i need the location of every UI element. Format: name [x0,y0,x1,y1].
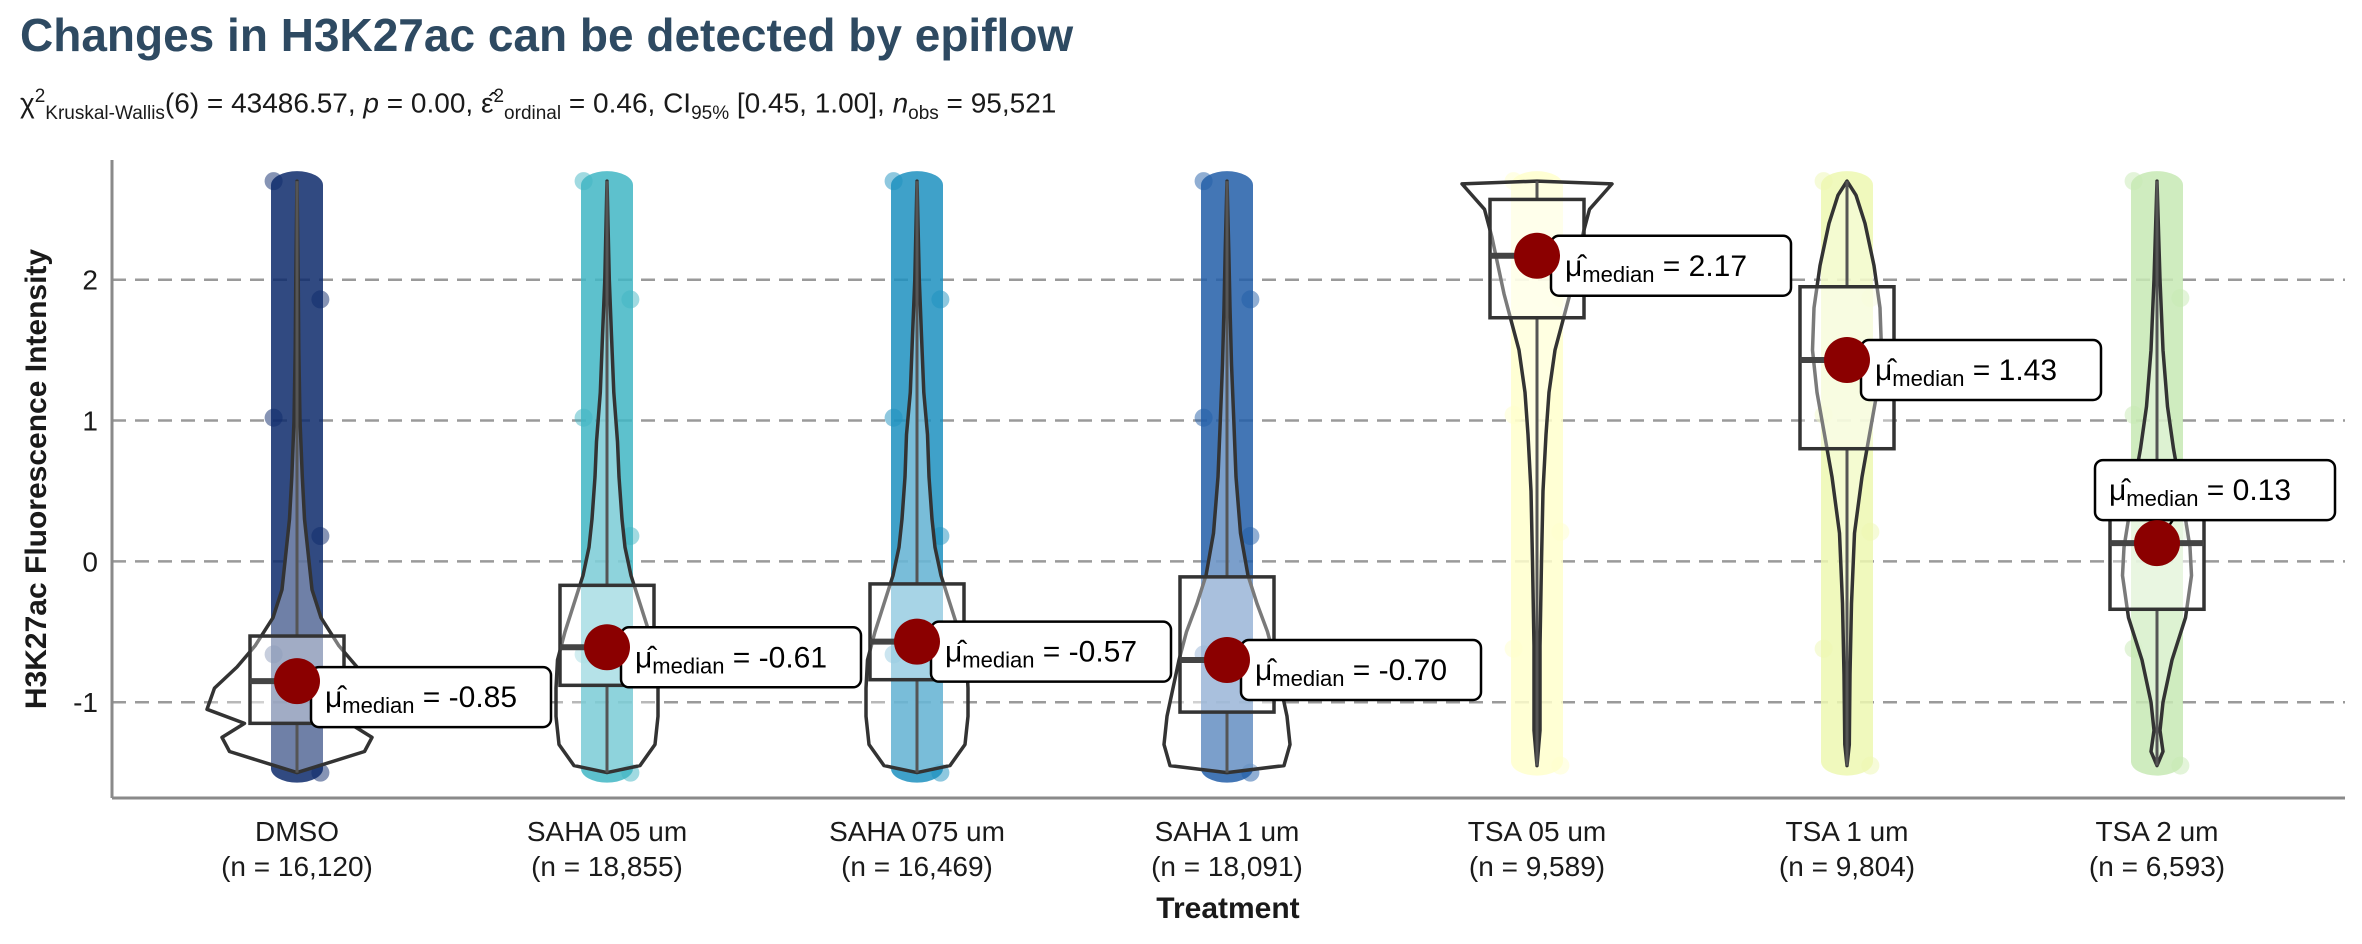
x-axis-title: Treatment [1156,892,1299,925]
effect-value: 0.46 [593,87,648,119]
point [2124,172,2143,191]
x-tick-count-group-6: (n = 6,593) [2089,851,2225,882]
axes: -1 0 1 2 Treatment H3K27ac Fluorescence Inten… [20,160,2345,925]
y-tick-label: 0 [82,546,98,577]
median-point-group-0 [274,658,320,705]
x-tick-label-group-1: SAHA 05 um [527,816,687,847]
point [1551,522,1570,541]
x-tick-count-group-3: (n = 18,091) [1151,851,1303,882]
x-tick-label-group-5: TSA 1 um [1786,816,1909,847]
median-label-group-1: μ̂median = -0.61 [635,641,827,678]
ci-sub: 95% [691,102,730,124]
point [1504,639,1523,658]
point [1504,405,1523,424]
median-point-group-2 [894,618,940,665]
median-point-group-6 [2134,520,2180,567]
x-tick-count-group-0: (n = 16,120) [221,851,373,882]
epsilon-symbol: ε̂ [480,87,494,119]
x-tick-label-group-2: SAHA 075 um [829,816,1005,847]
chart-title: Changes in H3K27ac can be detected by ep… [20,9,1074,61]
median-point-group-1 [584,624,630,671]
x-tick-count-group-2: (n = 16,469) [841,851,993,882]
point [2171,289,2190,308]
median-labels: μ̂median = -0.85 μ̂median = -0.61 μ̂median… [274,232,2337,729]
point [1194,408,1213,427]
ci-value: [0.45, 1.00] [736,87,877,119]
chi-sup: 2 [34,86,46,107]
point [264,172,283,191]
median-point-group-3 [1204,636,1250,683]
point [574,408,593,427]
x-tick-label-group-3: SAHA 1 um [1155,816,1300,847]
y-tick-label: -1 [73,687,98,718]
point [1814,172,1833,191]
n-sub: obs [908,102,939,124]
y-tick-label: 2 [82,265,98,296]
point [1241,290,1260,309]
x-tick-count-group-5: (n = 9,804) [1779,851,1915,882]
median-label-box-group-6 [2093,458,2337,522]
point [621,290,640,309]
x-tick-label-group-4: TSA 05 um [1468,816,1607,847]
point [1814,639,1833,658]
point [264,645,283,664]
median-label-group-5: μ̂median = 1.43 [1875,354,2057,391]
point [264,408,283,427]
point [884,172,903,191]
median-label-group-4: μ̂median = 2.17 [1565,250,1747,287]
point [1241,527,1260,546]
y-axis-title: H3K27ac Fluorescence Intensity [20,249,53,710]
point [1861,756,1880,775]
median-point-group-4 [1514,232,1560,279]
point [1861,289,1880,308]
y-tick-label: 1 [82,406,98,437]
point [311,527,330,546]
median-label-group-6: μ̂median = 0.13 [2109,474,2291,511]
median-point-group-5 [1824,336,1870,383]
median-label-group-0: μ̂median = -0.85 [325,681,517,718]
point [931,290,950,309]
point [884,408,903,427]
point [2124,405,2143,424]
chi-sub: Kruskal-Wallis [45,102,165,124]
epsilon-sup: 2 [493,86,505,107]
median-label-group-3: μ̂median = -0.70 [1255,654,1447,691]
p-value: 0.00 [410,87,466,119]
point [1551,756,1570,775]
point [311,290,330,309]
n-obs-value: 95,521 [970,87,1057,119]
chi-symbol: χ [20,87,35,119]
point [574,172,593,191]
p-label: p [363,87,379,119]
point [1194,172,1213,191]
x-tick-count-group-4: (n = 9,589) [1469,851,1605,882]
epsilon-sub: ordinal [504,102,562,124]
x-tick-label-group-0: DMSO [255,816,339,847]
chart-subtitle: χ2Kruskal-Wallis(6) = 43486.57, p = 0.00… [20,86,1057,124]
point [1861,522,1880,541]
median-label-group-2: μ̂median = -0.57 [945,636,1137,673]
point [2171,756,2190,775]
n-label: n [892,87,909,119]
x-tick-label-group-6: TSA 2 um [2096,816,2219,847]
x-tick-count-group-1: (n = 18,855) [531,851,683,882]
ci-label: CI [663,87,692,119]
df-value: 6 [174,87,190,119]
statistic-value: 43486.57 [231,87,348,119]
